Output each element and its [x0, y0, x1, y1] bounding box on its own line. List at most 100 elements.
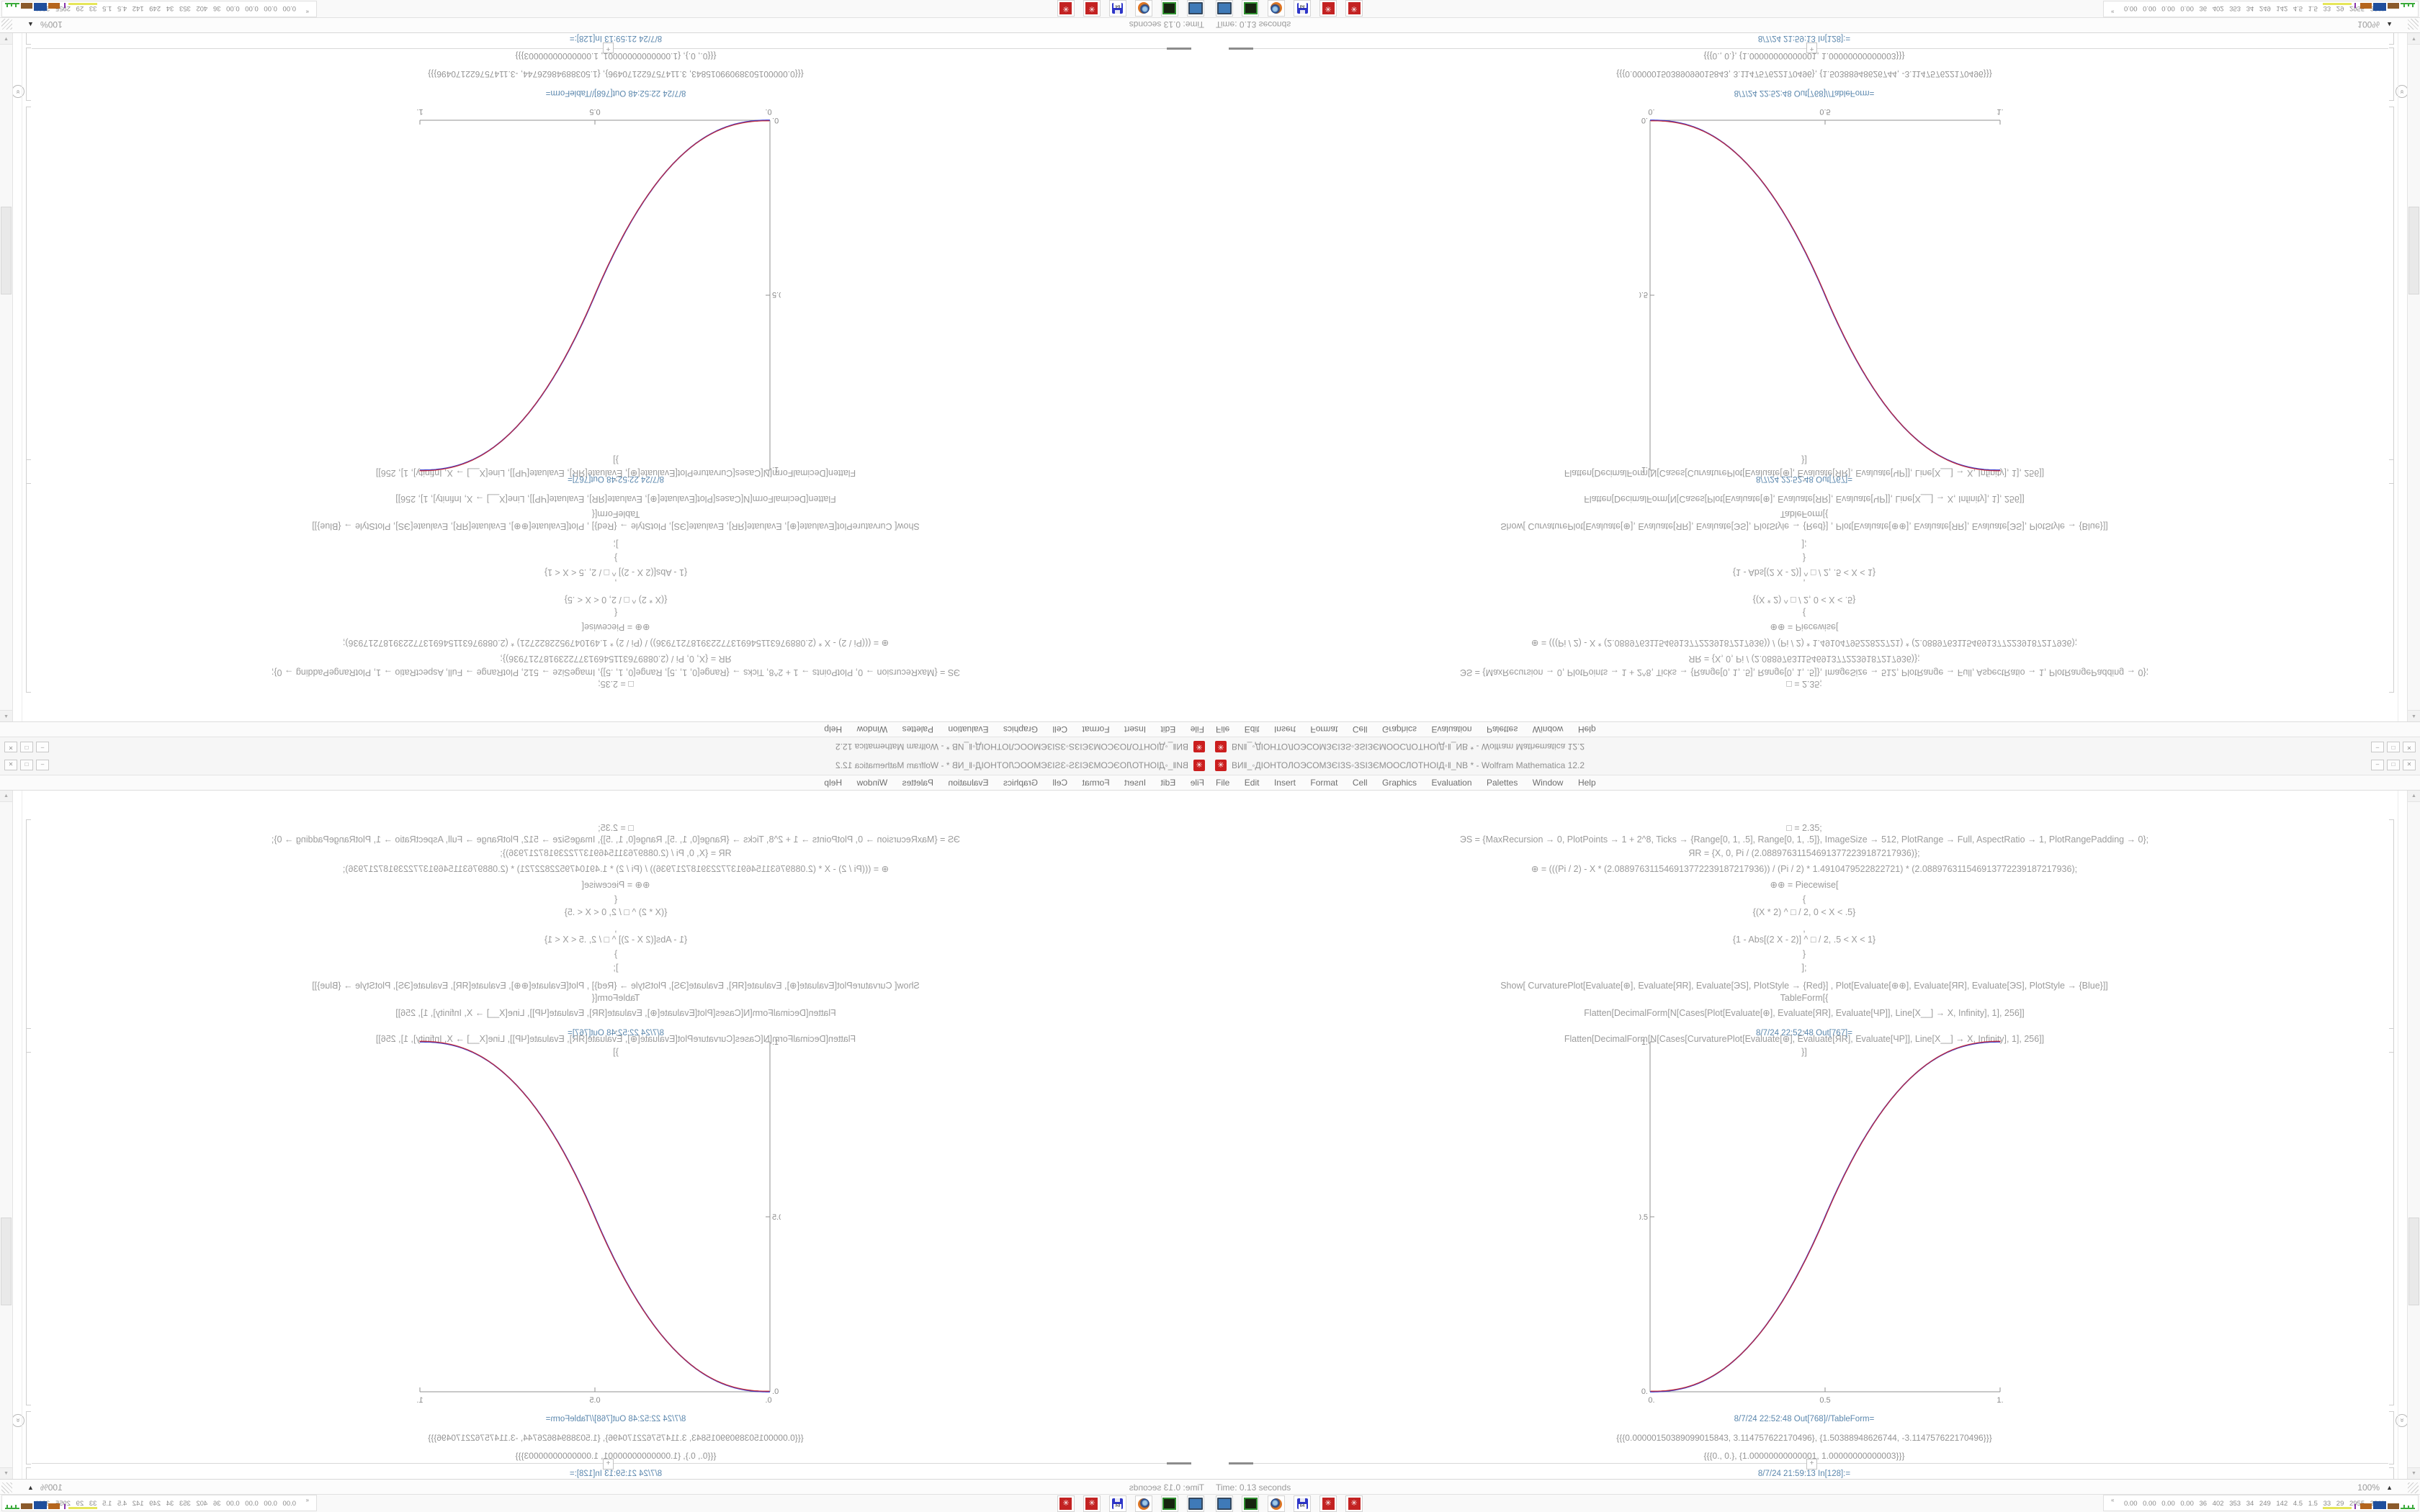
cell-bracket-out-plot[interactable] [2389, 107, 2394, 484]
input-line[interactable]: ⊕ = (((Pi / 2) - X * (2.0889763115469137… [1531, 638, 2078, 648]
taskbar-green-drive-icon[interactable] [1242, 0, 1259, 17]
menu-file[interactable]: File [1190, 778, 1204, 788]
input-line[interactable]: } [1802, 949, 1806, 959]
input-line[interactable]: { [614, 894, 618, 904]
cell-bracket-input[interactable] [26, 459, 31, 693]
zoom-dropdown-icon[interactable]: ▲ [2386, 21, 2393, 28]
taskbar-floppy-64-icon[interactable]: 64 [1109, 1495, 1126, 1512]
menu-graphics[interactable]: Graphics [1382, 778, 1417, 788]
input-line[interactable]: ⊕⊕ = Piecewise[ [1770, 622, 1839, 632]
input-line[interactable]: { [1802, 608, 1806, 618]
cell-bracket-input[interactable] [2389, 459, 2394, 693]
taskbar-green-drive-icon[interactable] [1161, 1495, 1178, 1512]
tray-expand-icon[interactable]: « [305, 1497, 309, 1503]
insert-cell-plus-button[interactable]: + [1806, 1459, 1817, 1470]
menu-palettes[interactable]: Palettes [902, 724, 934, 734]
input-line[interactable]: Show[ CurvaturePlot[Evaluate[⊕], Evaluat… [1500, 981, 2108, 991]
input-line[interactable]: Flatten[DecimalForm[N[Cases[CurvaturePlo… [1564, 1034, 2045, 1044]
menu-help[interactable]: Help [824, 778, 843, 788]
cell-bracket-out-table[interactable] [2389, 1411, 2394, 1464]
maximize-button[interactable]: □ [20, 742, 33, 752]
zoom-level[interactable]: 100% [2357, 19, 2380, 30]
close-button[interactable]: ✕ [2403, 742, 2416, 752]
resize-grip[interactable] [2408, 19, 2419, 30]
input-line[interactable]: ]; [613, 963, 619, 973]
menu-file[interactable]: File [1216, 724, 1230, 734]
input-line[interactable]: , [1803, 578, 1806, 588]
scrollbar-down-icon[interactable]: ▼ [0, 1467, 12, 1479]
menu-window[interactable]: Window [1532, 724, 1564, 734]
menu-cell[interactable]: Cell [1352, 778, 1368, 788]
taskbar-green-drive-icon[interactable] [1161, 0, 1178, 17]
input-line[interactable]: ЯR = {X, 0, Pi / (2.08897631154691377223… [500, 848, 732, 858]
input-line[interactable]: ⊕ = (((Pi / 2) - X * (2.0889763115469137… [342, 638, 889, 648]
input-line[interactable]: ⊕ = (((Pi / 2) - X * (2.0889763115469137… [342, 864, 889, 874]
menu-palettes[interactable]: Palettes [1486, 778, 1518, 788]
input-line[interactable]: ]; [1801, 963, 1807, 973]
menu-evaluation[interactable]: Evaluation [1431, 724, 1472, 734]
menu-edit[interactable]: Edit [1160, 778, 1176, 788]
menu-window[interactable]: Window [1532, 778, 1564, 788]
close-button[interactable]: ✕ [4, 760, 17, 770]
taskbar-floppy-64-icon[interactable]: 64 [1294, 1495, 1311, 1512]
taskbar-mathematica-icon[interactable]: ✳ [1345, 1495, 1363, 1512]
zoom-dropdown-icon[interactable]: ▲ [27, 21, 34, 28]
taskbar-firefox-icon[interactable] [1268, 0, 1285, 17]
input-line[interactable]: ЯR = {X, 0, Pi / (2.08897631154691377223… [500, 654, 732, 664]
input-line[interactable]: , [1803, 924, 1806, 934]
zoom-level[interactable]: 100% [40, 19, 63, 30]
title-bar[interactable]: ✳ ВИ‖_◦ДІОНТОЛОЭСОМЗЄІЗЅ◦ЗЅІЗЄМООСЛОТНОІ… [1210, 737, 2420, 756]
menu-evaluation[interactable]: Evaluation [948, 724, 989, 734]
vertical-scrollbar[interactable]: ▲ ▼ [0, 791, 13, 1479]
taskbar-computer-monitor-icon[interactable] [1216, 0, 1233, 17]
input-line[interactable]: {1 - Abs[(2 X - 2)] ^ □ / 2, .5 < X < 1} [544, 567, 688, 577]
tray-expand-icon[interactable]: « [2111, 1497, 2115, 1503]
scrollbar-up-icon[interactable]: ▲ [0, 710, 12, 721]
input-line[interactable]: TableForm[{ [1780, 993, 1829, 1003]
scroll-to-end-icon[interactable]: » [12, 1414, 24, 1427]
input-line[interactable]: } [614, 553, 618, 563]
scroll-to-end-icon[interactable]: » [12, 85, 24, 98]
menu-help[interactable]: Help [1577, 724, 1596, 734]
scrollbar-down-icon[interactable]: ▼ [2408, 33, 2420, 45]
menu-palettes[interactable]: Palettes [1486, 724, 1518, 734]
cell-bracket-out-table[interactable] [2389, 48, 2394, 101]
input-line[interactable]: ⊕⊕ = Piecewise[ [581, 880, 650, 890]
menu-insert[interactable]: Insert [1273, 778, 1296, 788]
taskbar-green-drive-icon[interactable] [1242, 1495, 1259, 1512]
input-line[interactable]: ⊕ = (((Pi / 2) - X * (2.0889763115469137… [1531, 864, 2078, 874]
input-line[interactable]: , [614, 924, 617, 934]
cell-bracket-out-plot[interactable] [26, 1028, 31, 1405]
menu-format[interactable]: Format [1310, 724, 1338, 734]
scrollbar-up-icon[interactable]: ▲ [2408, 710, 2420, 721]
taskbar-computer-monitor-icon[interactable] [1187, 0, 1204, 17]
cell-bracket-out-plot[interactable] [26, 107, 31, 484]
input-line[interactable]: Show[ CurvaturePlot[Evaluate[⊕], Evaluat… [312, 981, 920, 991]
input-line[interactable]: ⊕⊕ = Piecewise[ [581, 622, 650, 632]
input-line[interactable]: ]; [613, 539, 619, 549]
title-bar[interactable]: ✳ ВИ‖_◦ДІОНТОЛОЭСОМЗЄІЗЅ◦ЗЅІЗЄМООСЛОТНОІ… [0, 737, 1210, 756]
cell-bracket-input[interactable] [2389, 819, 2394, 1053]
menu-file[interactable]: File [1216, 778, 1230, 788]
minimize-button[interactable]: – [2371, 760, 2384, 770]
tray-expand-icon[interactable]: « [2111, 9, 2115, 15]
maximize-button[interactable]: □ [2387, 742, 2400, 752]
resize-grip[interactable] [1, 1482, 12, 1493]
zoom-dropdown-icon[interactable]: ▲ [27, 1484, 34, 1491]
input-line[interactable]: {1 - Abs[(2 X - 2)] ^ □ / 2, .5 < X < 1} [1732, 935, 1876, 945]
input-line[interactable]: Flatten[DecimalForm[N[Cases[Plot[Evaluat… [395, 1008, 836, 1018]
menu-edit[interactable]: Edit [1160, 724, 1176, 734]
maximize-button[interactable]: □ [20, 760, 33, 770]
menu-format[interactable]: Format [1082, 778, 1110, 788]
input-line[interactable]: {1 - Abs[(2 X - 2)] ^ □ / 2, .5 < X < 1} [1732, 567, 1876, 577]
cell-bracket-out-plot[interactable] [2389, 1028, 2394, 1405]
input-line[interactable]: ]; [1801, 539, 1807, 549]
menu-file[interactable]: File [1190, 724, 1204, 734]
menu-cell[interactable]: Cell [1352, 724, 1368, 734]
input-line[interactable]: ЭЅ = {MaxRecursion → 0, PlotPoints → 1 +… [271, 667, 961, 678]
taskbar-firefox-icon[interactable] [1268, 1495, 1285, 1512]
input-line[interactable]: ЯR = {X, 0, Pi / (2.08897631154691377223… [1688, 848, 1920, 858]
menu-window[interactable]: Window [856, 724, 888, 734]
input-line[interactable]: ЭЅ = {MaxRecursion → 0, PlotPoints → 1 +… [1459, 834, 2149, 845]
scrollbar-thumb[interactable] [2408, 1217, 2419, 1305]
